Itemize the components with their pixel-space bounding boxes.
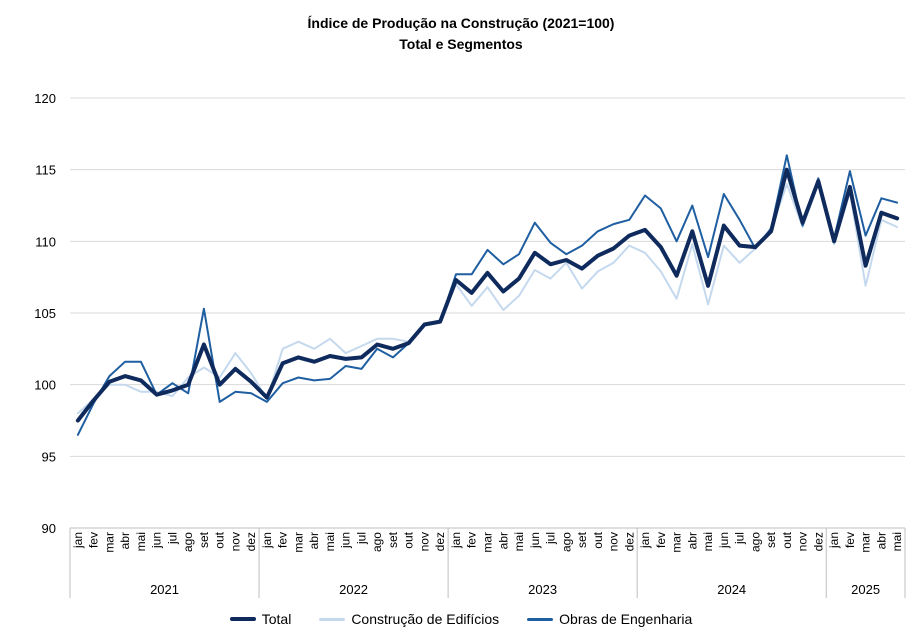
month-label: set <box>575 531 589 548</box>
month-label: abr <box>496 532 510 549</box>
month-label: jan <box>449 532 463 549</box>
month-label: fev <box>465 532 479 548</box>
month-label: nov <box>228 532 242 551</box>
month-label: mar <box>481 532 495 553</box>
month-label: jun <box>150 532 164 549</box>
month-label: nov <box>607 532 621 551</box>
month-label: jan <box>71 532 85 549</box>
legend-item-engenharia: Obras de Engenharia <box>527 611 692 627</box>
legend-swatch-edificios <box>319 617 346 621</box>
month-label: jun <box>528 532 542 549</box>
month-label: ago <box>370 532 384 552</box>
month-label: mar <box>102 532 116 553</box>
legend-item-total: Total <box>229 611 292 627</box>
year-label-2022: 2022 <box>339 582 368 597</box>
month-label: out <box>780 531 794 548</box>
legend-label-total: Total <box>261 611 292 627</box>
y-tick-label-105: 105 <box>34 306 56 321</box>
month-label: mai <box>701 532 715 551</box>
month-label: jul <box>354 532 368 545</box>
legend-label-engenharia: Obras de Engenharia <box>559 611 693 627</box>
y-tick-label-95: 95 <box>42 449 56 464</box>
month-label: fev <box>276 532 290 548</box>
month-label: jul <box>544 532 558 545</box>
legend-label-edificios: Construção de Edifícios <box>351 611 500 627</box>
month-label: out <box>213 531 227 548</box>
month-label: abr <box>685 532 699 549</box>
month-label: dez <box>244 532 258 551</box>
month-label: abr <box>118 532 132 549</box>
month-label: out <box>591 531 605 548</box>
legend-swatch-total <box>229 617 256 621</box>
month-label: dez <box>433 532 447 551</box>
y-tick-label-90: 90 <box>42 521 56 536</box>
y-tick-label-110: 110 <box>35 234 56 249</box>
month-label: out <box>402 531 416 548</box>
chart-title: Índice de Produção na Construção (2021=1… <box>307 15 615 31</box>
month-label: jul <box>165 532 179 545</box>
legend-swatch-engenharia <box>527 617 554 621</box>
month-label: mar <box>670 532 684 553</box>
series-line-total <box>75 167 900 423</box>
month-label: jun <box>717 532 731 549</box>
legend-item-edificios: Construção de Edifícios <box>319 611 499 627</box>
month-label: jan <box>260 532 274 549</box>
year-label-2021: 2021 <box>150 582 179 597</box>
month-label: ago <box>748 532 762 552</box>
month-label: nov <box>417 532 431 551</box>
month-label: nov <box>796 532 810 551</box>
y-tick-label-100: 100 <box>34 378 56 393</box>
month-label: mai <box>890 532 904 551</box>
month-label: dez <box>811 532 825 551</box>
month-label: mai <box>512 532 526 551</box>
month-label: dez <box>622 532 636 551</box>
month-label: jun <box>339 532 353 549</box>
month-label: ago <box>559 532 573 552</box>
month-label: fev <box>654 532 668 548</box>
month-label: set <box>764 531 778 548</box>
chart-subtitle: Total e Segmentos <box>399 36 523 52</box>
y-tick-label-115: 115 <box>35 163 56 178</box>
series-line-obras-de-engenharia <box>76 154 899 436</box>
month-label: set <box>386 531 400 548</box>
year-label-2025: 2025 <box>851 582 880 597</box>
month-label: abr <box>307 532 321 549</box>
year-label-2023: 2023 <box>528 582 557 597</box>
month-label: jan <box>638 532 652 549</box>
month-label: abr <box>874 532 888 549</box>
month-label: mai <box>134 532 148 551</box>
y-tick-label-120: 120 <box>34 91 56 106</box>
month-label: ago <box>181 532 195 552</box>
year-label-2024: 2024 <box>717 582 746 597</box>
month-label: fev <box>843 532 857 548</box>
month-label: fev <box>87 532 101 548</box>
month-label: mar <box>291 532 305 553</box>
month-label: jan <box>827 532 841 549</box>
month-label: mai <box>323 532 337 551</box>
month-label: set <box>197 531 211 548</box>
month-label: jul <box>733 532 747 545</box>
month-label: mar <box>859 532 873 553</box>
legend: Total Construção de Edifícios Obras de E… <box>0 611 922 627</box>
